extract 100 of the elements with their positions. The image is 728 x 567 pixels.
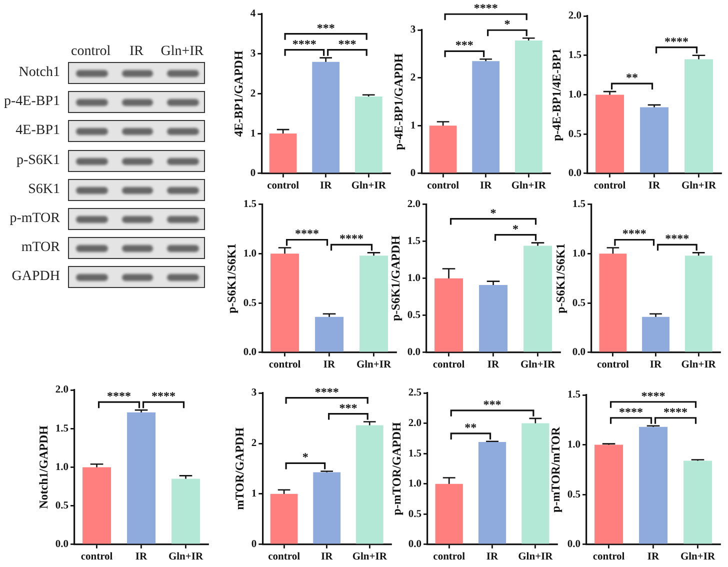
x-tick-label: Gln+IR	[352, 551, 388, 562]
x-tick-label: Gln+IR	[351, 180, 386, 192]
y-tick-label: 1.5	[567, 390, 581, 401]
x-tick-label: control	[80, 551, 113, 562]
y-tick-label: 0.0	[567, 539, 581, 550]
y-axis-title: p-4E-BP1/4E-BP1	[549, 48, 564, 142]
y-axis-title: 4E-BP1/GAPDH	[231, 50, 246, 137]
y-tick-label: 1.0	[572, 248, 586, 260]
category-label: p-mTOR	[10, 211, 60, 226]
bar	[269, 134, 297, 173]
y-tick-label: 3	[410, 24, 416, 36]
annotation: *	[504, 17, 510, 32]
y-tick-label: 0.5	[572, 298, 586, 309]
x-tick-label: IR	[487, 359, 500, 370]
y-tick-label: 1	[410, 120, 416, 132]
y-tick-label: 2.0	[568, 10, 582, 22]
y-tick-label: 0	[251, 539, 257, 550]
annotation: ****	[152, 389, 176, 404]
bar	[127, 412, 156, 544]
x-tick-label: IR	[486, 551, 499, 562]
x-tick-label: IR	[320, 180, 332, 192]
x-tick-label: control	[596, 359, 629, 370]
x-tick-label: Gln+IR	[168, 551, 204, 562]
y-tick-label: 1.0	[243, 248, 257, 260]
x-tick-label: IR	[647, 551, 660, 562]
x-tick-label: control	[592, 551, 625, 562]
y-tick-label: 1.5	[243, 199, 257, 210]
category-label: Notch1	[18, 65, 60, 80]
y-axis-title: Notch1/GAPDH	[36, 424, 50, 509]
bar	[594, 444, 624, 544]
y-tick-label: 1	[251, 488, 257, 500]
x-tick-label: control	[433, 551, 466, 562]
bar	[434, 278, 464, 352]
annotation: **	[626, 70, 638, 85]
y-axis-title: p-mTOR/GAPDH	[389, 421, 404, 516]
y-tick-label: 1.0	[408, 478, 422, 490]
y-tick-label: 0.0	[407, 347, 421, 358]
y-tick-label: 0	[410, 168, 416, 180]
bar	[312, 62, 340, 173]
y-tick-label: 2	[250, 88, 256, 100]
category-label: GAPDH	[12, 269, 60, 284]
y-tick-label: 0.0	[408, 539, 422, 550]
bar	[270, 254, 300, 352]
bar	[313, 472, 341, 544]
text: ****	[474, 1, 498, 16]
annotation: ****	[619, 404, 644, 419]
bar	[599, 254, 627, 352]
bar	[514, 40, 542, 173]
y-tick-label: 2.0	[55, 384, 69, 396]
x-tick-label: Gln+IR	[518, 551, 554, 562]
bar	[524, 246, 552, 352]
y-tick-label: 0.0	[572, 347, 586, 358]
y-tick-label: 3	[250, 48, 256, 60]
x-tick-label: Gln+IR	[520, 359, 556, 370]
bar	[684, 256, 712, 352]
y-tick-label: 1	[250, 128, 256, 140]
bar	[478, 442, 506, 544]
y-tick-label: 1.5	[55, 423, 69, 434]
y-tick-label: 1.0	[568, 89, 582, 100]
y-tick-label: 0.5	[243, 298, 257, 309]
category-label: p-S6K1	[16, 152, 60, 168]
bar	[522, 423, 550, 544]
y-tick-label: 1.5	[572, 199, 586, 210]
annotation: *	[302, 450, 308, 464]
bar	[642, 316, 670, 352]
y-tick-label: 0.0	[568, 168, 582, 180]
x-tick-label: IR	[480, 180, 492, 192]
y-tick-label: 2.5	[408, 388, 422, 399]
bar	[640, 107, 668, 173]
category-label: p-4E-BP1	[4, 94, 60, 110]
bar	[356, 425, 384, 544]
category-label: Gln+IR	[160, 44, 205, 60]
annotation: *	[490, 206, 496, 220]
y-axis-title: p-mTOR/mTOR	[548, 426, 562, 512]
bar	[315, 316, 344, 352]
y-tick-label: 4	[250, 8, 256, 20]
x-tick-label: Gln+IR	[681, 180, 716, 192]
category-label: 4E-BP1	[16, 123, 60, 138]
y-axis-title: p-4E-BP1/GAPDH	[391, 52, 406, 150]
annotation: ****	[107, 389, 132, 404]
bar	[684, 59, 713, 173]
bar	[684, 460, 712, 544]
y-axis-title: mTOR/GAPDH	[232, 426, 246, 510]
y-axis-title: p-S6K1/S6K1	[553, 243, 568, 314]
y-tick-label: 0.5	[567, 489, 581, 500]
annotation: ***	[483, 397, 502, 412]
y-tick-label: 0.5	[568, 128, 582, 140]
x-tick-label: control	[432, 359, 465, 370]
x-tick-label: control	[268, 551, 300, 562]
annotation: ****	[622, 226, 646, 241]
bar	[596, 94, 624, 173]
bar	[360, 256, 388, 352]
bar	[435, 484, 463, 544]
y-tick-label: 1.0	[407, 273, 421, 284]
category-label: control	[70, 44, 112, 60]
y-tick-label: 0.5	[407, 310, 421, 322]
y-tick-label: 1.0	[55, 462, 69, 473]
bar	[639, 426, 668, 544]
y-tick-label: 0	[250, 168, 256, 180]
y-tick-label: 1.0	[567, 440, 581, 451]
